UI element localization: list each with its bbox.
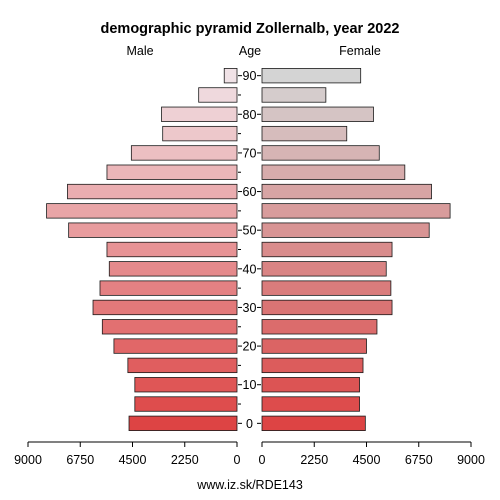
male-bar-30-34 — [92, 299, 238, 316]
age-tick-label-90: 90 — [243, 69, 257, 83]
male-bar-70-74 — [130, 145, 238, 161]
female-bar-60-64 — [261, 183, 432, 200]
male-bars — [46, 68, 238, 431]
female-bar-65-69 — [261, 164, 406, 180]
age-tick-label-10: 10 — [243, 378, 257, 392]
female-bar-85-89 — [261, 87, 327, 103]
age-tick-label-70: 70 — [243, 146, 257, 160]
male-bar-50-54 — [68, 222, 238, 238]
male-x-tick-label: 6750 — [66, 453, 94, 467]
female-bar-10-14 — [261, 377, 360, 393]
age-header: Age — [239, 44, 261, 58]
female-bar-25-29 — [261, 319, 378, 335]
age-axis: 0 10 20 30 40 50 60 70 80 90 — [238, 69, 261, 431]
age-tick-label-80: 80 — [243, 108, 257, 122]
female-bar-75-79 — [261, 125, 348, 142]
male-bar-80-84 — [161, 106, 238, 122]
female-bar-55-59 — [261, 203, 451, 219]
age-tick-label-60: 60 — [243, 185, 257, 199]
male-bar-0-4 — [128, 415, 238, 431]
female-header: Female — [339, 44, 381, 58]
male-bar-90+ — [223, 68, 238, 84]
male-header: Male — [126, 44, 153, 58]
chart-title: demographic pyramid Zollernalb, year 202… — [101, 21, 400, 37]
age-tick-label-40: 40 — [243, 262, 257, 276]
male-x-tick-label: 2250 — [171, 453, 199, 467]
age-tick-label-50: 50 — [243, 224, 257, 238]
female-x-tick-label: 2250 — [300, 453, 328, 467]
male-bar-10-14 — [134, 377, 238, 393]
male-bar-40-44 — [108, 261, 238, 277]
female-bar-15-19 — [261, 357, 364, 374]
male-bar-75-79 — [162, 125, 238, 142]
age-tick-label-30: 30 — [243, 301, 257, 315]
source-footer: www.iz.sk/RDE143 — [196, 478, 303, 492]
male-bar-65-69 — [106, 164, 238, 180]
male-bar-85-89 — [198, 87, 238, 103]
female-bar-40-44 — [261, 261, 387, 277]
female-x-tick-label: 9000 — [457, 453, 485, 467]
female-bars — [261, 68, 451, 431]
female-bar-5-9 — [261, 396, 360, 412]
male-x-tick-label: 4500 — [119, 453, 147, 467]
female-x-tick-label: 4500 — [353, 453, 381, 467]
female-bar-20-24 — [261, 338, 367, 354]
male-x-tick-label: 0 — [234, 453, 241, 467]
female-bar-30-34 — [261, 299, 393, 316]
age-tick-label-0: 0 — [246, 417, 253, 431]
male-bar-25-29 — [101, 319, 238, 335]
female-bar-50-54 — [261, 222, 430, 238]
female-bar-35-39 — [261, 280, 392, 296]
male-bar-5-9 — [134, 396, 238, 412]
female-bar-0-4 — [261, 415, 366, 431]
female-bar-90+ — [261, 68, 362, 84]
male-bar-35-39 — [99, 280, 238, 296]
male-bar-55-59 — [46, 203, 238, 219]
female-x-tick-label: 6750 — [405, 453, 433, 467]
female-bar-80-84 — [261, 106, 374, 122]
female-bar-70-74 — [261, 145, 380, 161]
x-axis: 9000 0 6750 2250 4500 4500 2250 6750 0 9000 — [14, 441, 485, 467]
male-x-tick-label: 9000 — [14, 453, 42, 467]
female-bar-45-49 — [261, 241, 393, 258]
female-x-tick-label: 0 — [259, 453, 266, 467]
male-bar-20-24 — [113, 338, 238, 354]
age-tick-label-20: 20 — [243, 340, 257, 354]
male-bar-15-19 — [127, 357, 238, 374]
male-bar-60-64 — [67, 183, 238, 200]
male-bar-45-49 — [106, 241, 238, 258]
